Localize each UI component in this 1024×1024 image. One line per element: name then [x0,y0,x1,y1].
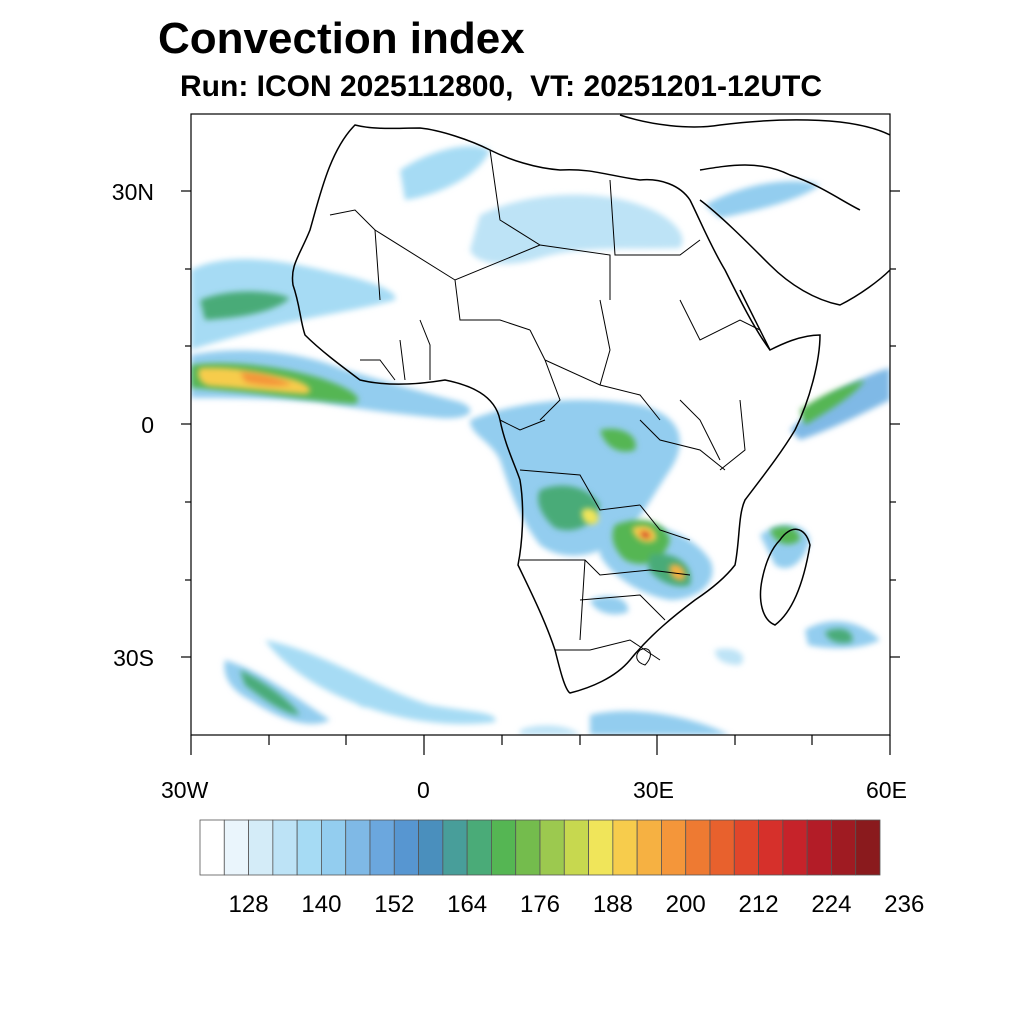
colorbar-box [539,819,565,876]
colorbar-tick-label: 152 [374,891,414,918]
colorbar-box [199,819,225,876]
convection-field [191,146,890,735]
colorbar-box [418,819,444,876]
colorbar-tick-label: 212 [739,891,779,918]
colorbar-box [588,819,614,876]
colorbar-tick-label: 224 [811,891,851,918]
colorbar-box [661,819,687,876]
africa-outline [291,114,890,694]
lon-label-0: 0 [417,777,430,803]
colorbar-box [466,819,492,876]
colorbar-box [515,819,541,876]
colorbar-tick-label: 236 [884,891,924,918]
colorbar-tick-label: 128 [229,891,269,918]
colorbar-tick-label: 200 [666,891,706,918]
colorbar-box [223,819,249,876]
colorbar-box [782,819,808,876]
colorbar-tick-label: 188 [593,891,633,918]
lat-label-0: 0 [141,412,154,438]
colorbar-box [563,819,589,876]
colorbar-box [345,819,371,876]
colorbar-box [685,819,711,876]
colorbar-box [612,819,638,876]
madagascar-outline [759,528,811,626]
colorbar-box [296,819,322,876]
lat-ticks [181,190,900,658]
colorbar-tick-label: 140 [301,891,341,918]
lon-ticks [190,735,891,755]
lat-label-30n: 30N [111,179,154,205]
colorbar-box [272,819,298,876]
colorbar-box [369,819,395,876]
colorbar-box [491,819,517,876]
colorbar-box [636,819,662,876]
chart-title: Convection index [158,14,525,63]
country-borders [329,149,761,666]
convection-low-values [191,146,890,735]
colorbar-tick-label: 176 [520,891,560,918]
colorbar-box [855,819,881,876]
lon-label-30w: 30W [161,777,209,803]
colorbar: 128 140 152 164 176 188 200 212 224 236 [199,819,924,918]
convection-high-values [198,367,686,581]
colorbar-box [248,819,274,876]
lat-label-30s: 30S [113,645,154,671]
colorbar-box [709,819,735,876]
colorbar-box [733,819,759,876]
colorbar-box [321,819,347,876]
colorbar-tick-label: 164 [447,891,487,918]
colorbar-box [831,819,857,876]
colorbar-box [393,819,419,876]
chart-subtitle: Run: ICON 2025112800, VT: 20251201-12UTC [180,70,822,103]
colorbar-box [442,819,468,876]
lon-label-30e: 30E [633,777,674,803]
colorbar-box [806,819,832,876]
lon-label-60e: 60E [866,777,907,803]
colorbar-box [758,819,784,876]
